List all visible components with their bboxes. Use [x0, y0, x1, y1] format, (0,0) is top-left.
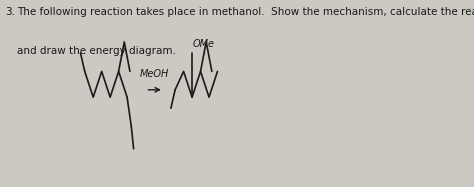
Text: 3.: 3. [5, 7, 15, 17]
Text: MeOH: MeOH [140, 69, 169, 79]
Text: and draw the energy diagram.: and draw the energy diagram. [17, 46, 176, 56]
Text: OMe: OMe [193, 39, 215, 49]
Text: The following reaction takes place in methanol.  Show the mechanism, calculate t: The following reaction takes place in me… [17, 7, 474, 17]
